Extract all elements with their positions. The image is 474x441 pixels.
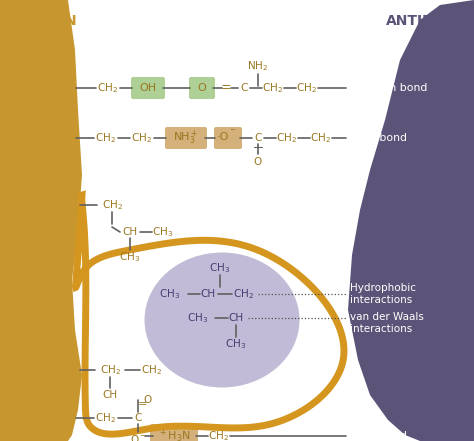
Text: $^-$: $^-$ — [228, 127, 236, 137]
Text: ANTIGEN: ANTIGEN — [8, 14, 78, 28]
Text: CH$_3$: CH$_3$ — [210, 261, 231, 275]
Text: Ionic bond: Ionic bond — [350, 431, 407, 441]
Text: CH$_2$: CH$_2$ — [100, 363, 120, 377]
Text: CH$_3$: CH$_3$ — [187, 311, 209, 325]
Text: CH: CH — [122, 227, 137, 237]
Text: OH: OH — [139, 83, 156, 93]
FancyBboxPatch shape — [150, 424, 198, 441]
Text: CH: CH — [102, 390, 118, 400]
Text: C: C — [240, 83, 248, 93]
Text: van der Waals
interactions: van der Waals interactions — [350, 312, 424, 334]
Text: ANTIBODY: ANTIBODY — [386, 14, 466, 28]
Text: NH$_3^+$: NH$_3^+$ — [173, 129, 199, 147]
Text: Ionic bond: Ionic bond — [350, 133, 407, 143]
Polygon shape — [0, 0, 82, 441]
Text: CH$_2$: CH$_2$ — [94, 411, 116, 425]
FancyBboxPatch shape — [214, 127, 242, 149]
FancyBboxPatch shape — [165, 127, 207, 149]
Text: ·O: ·O — [217, 132, 229, 142]
Text: NH$_2$: NH$_2$ — [247, 59, 269, 73]
Text: C: C — [255, 133, 262, 143]
Text: CH$_2$: CH$_2$ — [130, 131, 152, 145]
Text: C: C — [134, 413, 142, 423]
Polygon shape — [348, 0, 474, 441]
Text: $^+$H$_3$N: $^+$H$_3$N — [157, 427, 191, 441]
Text: CH$_2$: CH$_2$ — [275, 131, 297, 145]
FancyBboxPatch shape — [189, 77, 215, 99]
Text: CH$_3$: CH$_3$ — [159, 287, 181, 301]
Text: O: O — [198, 83, 206, 93]
Ellipse shape — [145, 253, 300, 388]
Text: O: O — [254, 157, 262, 167]
Text: CH$_2$: CH$_2$ — [233, 287, 254, 301]
Text: CH$_2$: CH$_2$ — [310, 131, 330, 145]
Text: CH$_2$: CH$_2$ — [97, 81, 118, 95]
Text: CH$_3$: CH$_3$ — [153, 225, 173, 239]
Text: CH$_3$: CH$_3$ — [119, 250, 141, 264]
Text: =: = — [221, 82, 231, 94]
Text: CH$_2$: CH$_2$ — [140, 363, 162, 377]
FancyBboxPatch shape — [131, 77, 165, 99]
Text: CH$_2$: CH$_2$ — [101, 198, 122, 212]
Text: Hydrophobic
interactions: Hydrophobic interactions — [350, 283, 416, 305]
Text: =: = — [138, 399, 148, 409]
Text: Hyrogen bond: Hyrogen bond — [350, 83, 428, 93]
Text: CH$_3$: CH$_3$ — [226, 337, 246, 351]
Text: CH$_2$: CH$_2$ — [262, 81, 283, 95]
Text: CH$_2$: CH$_2$ — [208, 429, 228, 441]
Text: CH: CH — [201, 289, 216, 299]
Text: O: O — [144, 395, 152, 405]
Text: CH$_2$: CH$_2$ — [94, 131, 116, 145]
Text: O$^-$: O$^-$ — [129, 433, 146, 441]
Text: CH$_2$: CH$_2$ — [295, 81, 317, 95]
Text: CH: CH — [228, 313, 244, 323]
